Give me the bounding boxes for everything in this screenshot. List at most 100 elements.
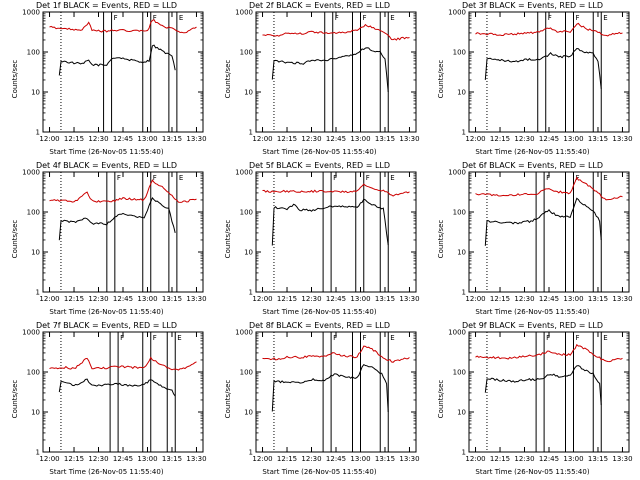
y-tick-label: 1 bbox=[462, 129, 466, 137]
marker-label: F bbox=[117, 174, 121, 182]
x-tick-label: 13:15 bbox=[162, 455, 182, 463]
y-tick-label: 10 bbox=[31, 89, 40, 97]
x-tick-label: 12:30 bbox=[301, 455, 321, 463]
x-tick-label: 13:15 bbox=[375, 135, 395, 143]
x-tick-label: 13:30 bbox=[399, 295, 419, 303]
x-tick-label: 13:30 bbox=[399, 135, 419, 143]
x-tick-label: 12:30 bbox=[301, 135, 321, 143]
x-tick-label: 12:45 bbox=[326, 135, 346, 143]
detector-panel: 1 10 100 1000 12:00 12:15 12:30 12:45 13:00 13:15… bbox=[213, 0, 426, 160]
x-tick-label: 13:15 bbox=[375, 295, 395, 303]
y-tick-label: 10 bbox=[31, 249, 40, 257]
marker-label: F bbox=[575, 14, 579, 22]
plot-frame bbox=[42, 331, 204, 453]
y-axis-label: Counts/sec bbox=[11, 219, 19, 259]
marker-label: F bbox=[153, 334, 157, 342]
chart-svg: 1 10 100 1000 12:00 12:15 12:30 12:45 13:00 13:15… bbox=[22, 329, 206, 464]
y-tick-label: 1000 bbox=[235, 9, 253, 17]
marker-label: E bbox=[603, 174, 607, 182]
panel-title: Det 1f BLACK = Events, RED = LLD bbox=[35, 1, 178, 10]
marker-label: F bbox=[333, 174, 337, 182]
detector-panel: 1 10 100 1000 12:00 12:15 12:30 12:45 13:00 13:15… bbox=[0, 0, 213, 160]
x-axis-label: Start Time (26-Nov-05 11:55:40) bbox=[262, 468, 377, 476]
y-tick-label: 10 bbox=[244, 249, 253, 257]
x-tick-label: 12:45 bbox=[113, 455, 133, 463]
y-tick-label: 10 bbox=[244, 409, 253, 417]
y-tick-label: 100 bbox=[240, 369, 253, 377]
y-axis-label: Counts/sec bbox=[224, 379, 232, 419]
lld-series-line bbox=[475, 343, 623, 363]
x-tick-label: 12:45 bbox=[539, 455, 559, 463]
x-tick-label: 13:15 bbox=[162, 135, 182, 143]
x-axis-label: Start Time (26-Nov-05 11:55:40) bbox=[49, 148, 164, 156]
y-tick-label: 100 bbox=[27, 209, 40, 217]
plot-frame bbox=[42, 171, 204, 293]
y-tick-label: 1 bbox=[462, 289, 466, 297]
x-tick-label: 12:00 bbox=[465, 455, 485, 463]
y-tick-label: 10 bbox=[457, 249, 466, 257]
x-tick-label: 12:00 bbox=[39, 295, 59, 303]
lld-series-line bbox=[262, 183, 410, 197]
x-tick-label: 12:30 bbox=[514, 135, 534, 143]
x-tick-label: 12:00 bbox=[252, 295, 272, 303]
x-axis-label: Start Time (26-Nov-05 11:55:40) bbox=[262, 148, 377, 156]
panel-title: Det 7f BLACK = Events, RED = LLD bbox=[35, 321, 178, 330]
marker-label: E bbox=[390, 334, 394, 342]
marker-label: E bbox=[179, 174, 183, 182]
y-tick-label: 1 bbox=[249, 449, 253, 457]
plot-frame bbox=[255, 331, 417, 453]
events-series-line bbox=[271, 47, 389, 93]
lld-series-line bbox=[262, 345, 410, 363]
marker-label: F bbox=[120, 334, 124, 342]
chart-svg: 1 10 100 1000 12:00 12:15 12:30 12:45 13:00 13:15… bbox=[235, 169, 419, 304]
marker-label: F bbox=[548, 14, 552, 22]
y-tick-label: 1 bbox=[36, 449, 40, 457]
y-tick-label: 1 bbox=[36, 129, 40, 137]
events-series-line bbox=[58, 378, 176, 397]
x-axis-label: Start Time (26-Nov-05 11:55:40) bbox=[475, 148, 590, 156]
y-tick-label: 100 bbox=[240, 209, 253, 217]
marker-label: E bbox=[177, 334, 181, 342]
marker-label: E bbox=[179, 14, 183, 22]
plot-frame bbox=[255, 11, 417, 133]
y-tick-label: 1000 bbox=[448, 9, 466, 17]
x-tick-label: 12:45 bbox=[113, 135, 133, 143]
marker-label: E bbox=[603, 334, 607, 342]
marker-label: F bbox=[333, 334, 337, 342]
x-tick-label: 12:00 bbox=[39, 135, 59, 143]
panel-title: Det 5f BLACK = Events, RED = LLD bbox=[248, 161, 391, 170]
x-tick-label: 12:45 bbox=[113, 295, 133, 303]
lld-series-line bbox=[49, 19, 197, 34]
panel-title: Det 9f BLACK = Events, RED = LLD bbox=[461, 321, 604, 330]
x-tick-label: 13:00 bbox=[350, 295, 370, 303]
y-tick-label: 10 bbox=[31, 409, 40, 417]
x-tick-label: 13:00 bbox=[350, 455, 370, 463]
x-tick-label: 13:00 bbox=[563, 455, 583, 463]
x-tick-label: 12:30 bbox=[88, 455, 108, 463]
x-tick-label: 12:15 bbox=[490, 295, 510, 303]
events-series-line bbox=[271, 198, 389, 246]
events-series-line bbox=[484, 47, 602, 89]
y-tick-label: 1 bbox=[36, 289, 40, 297]
lld-series-line bbox=[475, 22, 623, 37]
plot-frame bbox=[468, 331, 630, 453]
y-axis-label: Counts/sec bbox=[437, 59, 445, 99]
chart-svg: 1 10 100 1000 12:00 12:15 12:30 12:45 13:00 13:15… bbox=[448, 9, 632, 144]
events-series-line bbox=[484, 197, 602, 246]
lld-series-line bbox=[262, 23, 410, 41]
detector-panel: 1 10 100 1000 12:00 12:15 12:30 12:45 13:00 13:15… bbox=[0, 160, 213, 320]
marker-label: F bbox=[335, 14, 339, 22]
marker-label: E bbox=[603, 14, 607, 22]
x-tick-label: 12:45 bbox=[539, 135, 559, 143]
lld-series-line bbox=[49, 356, 197, 371]
chart-svg: 1 10 100 1000 12:00 12:15 12:30 12:45 13:00 13:15… bbox=[22, 169, 206, 304]
plot-frame bbox=[468, 11, 630, 133]
marker-label: F bbox=[546, 174, 550, 182]
y-tick-label: 100 bbox=[27, 49, 40, 57]
y-tick-label: 100 bbox=[240, 49, 253, 57]
x-tick-label: 12:15 bbox=[490, 455, 510, 463]
x-tick-label: 12:00 bbox=[465, 295, 485, 303]
x-tick-label: 13:30 bbox=[186, 455, 206, 463]
marker-label: F bbox=[575, 334, 579, 342]
x-tick-label: 12:15 bbox=[64, 295, 84, 303]
